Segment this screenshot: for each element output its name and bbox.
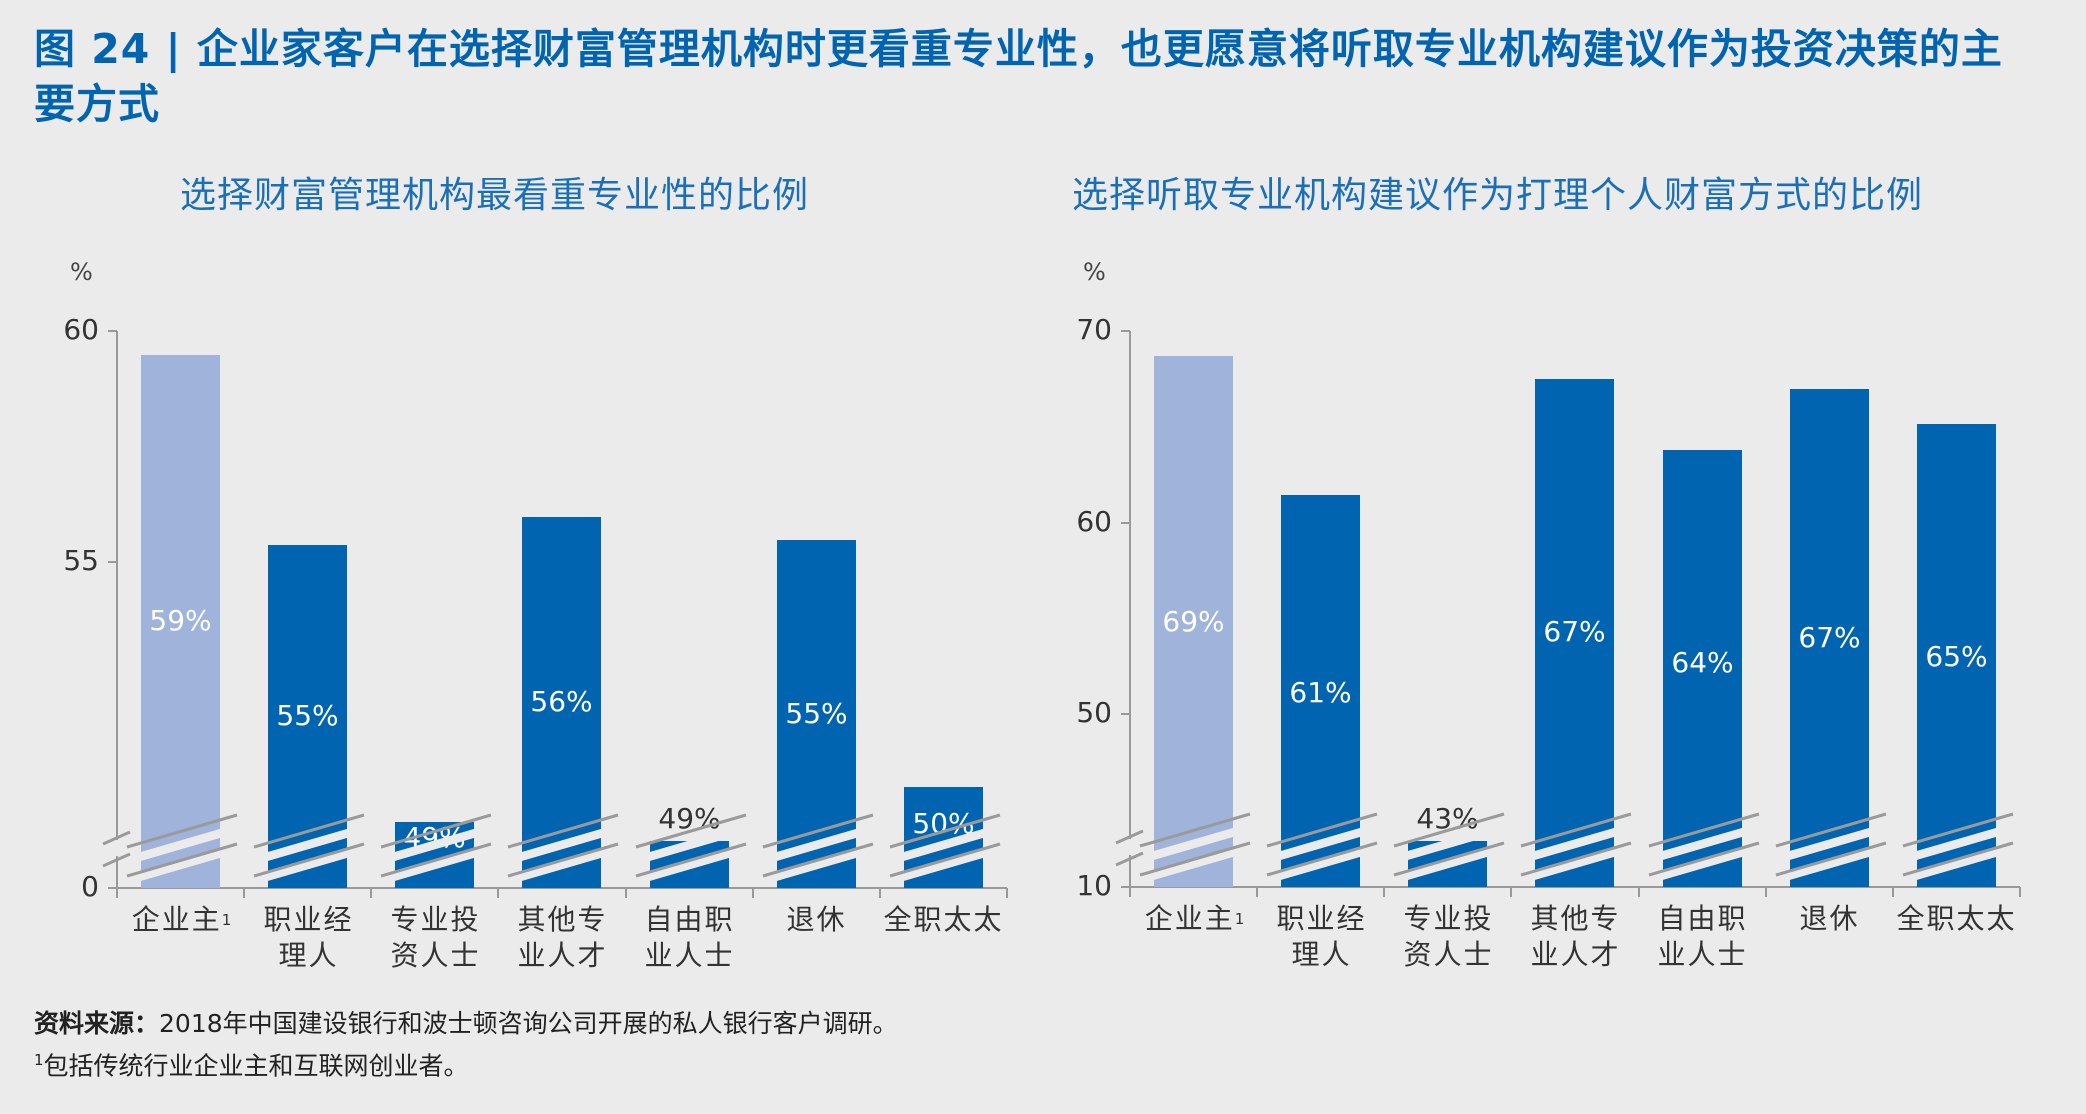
left-x-tick xyxy=(497,888,499,898)
footnote-text: 包括传统行业企业主和互联网创业者。 xyxy=(43,1051,469,1081)
footnote-marker: 1 xyxy=(1234,910,1245,928)
right-y-tick xyxy=(1121,713,1130,715)
footnote-marker: 1 xyxy=(34,1051,44,1069)
right-y-tick-label: 70 xyxy=(1076,313,1112,346)
right-bar-value-label: 69% xyxy=(1162,605,1225,638)
left-chart-title: 选择财富管理机构最看重专业性的比例 xyxy=(180,175,810,216)
left-y-tick xyxy=(108,561,117,563)
right-x-category-label: 其他专 业人才 xyxy=(1530,902,1621,971)
right-x-tick xyxy=(1256,887,1258,897)
right-x-category-label: 全职太太 xyxy=(1896,902,2017,935)
source-label: 资料来源： xyxy=(34,1009,160,1038)
source-text: 2018年中国建设银行和波士顿咨询公司开展的私人银行客户调研。 xyxy=(159,1009,898,1038)
left-y-tick-label: 60 xyxy=(63,313,99,346)
left-bar-value-label: 55% xyxy=(276,699,339,732)
footer-notes: 资料来源：2018年中国建设银行和波士顿咨询公司开展的私人银行客户调研。 1包括… xyxy=(34,1006,898,1084)
right-bar-5 xyxy=(1663,450,1742,887)
left-x-tick xyxy=(879,888,881,898)
right-bar-value-label: 61% xyxy=(1289,676,1352,709)
left-y-tick xyxy=(108,330,117,332)
left-y-tick xyxy=(108,887,117,889)
left-x-axis xyxy=(117,887,1007,889)
left-bar-value-label: 55% xyxy=(785,697,848,730)
right-axis-break-marks xyxy=(1115,812,2014,877)
figure-title: 图 24 | 企业家客户在选择财富管理机构时更看重专业性，也更愿意将听取专业机构… xyxy=(34,25,2003,128)
right-y-tick xyxy=(1121,522,1130,524)
right-bar-4 xyxy=(1535,379,1614,887)
left-x-category-label: 专业投 资人士 xyxy=(390,903,481,972)
left-x-category-label: 退休 xyxy=(786,903,847,936)
right-y-axis xyxy=(1129,331,1131,887)
left-bar-value-label: 49% xyxy=(658,802,721,835)
right-bar-value-label: 67% xyxy=(1798,621,1861,654)
left-bar-4 xyxy=(522,517,601,888)
right-x-tick xyxy=(1765,887,1767,897)
right-y-tick-label: 50 xyxy=(1076,696,1112,729)
left-x-category-label: 全职太太 xyxy=(883,903,1004,936)
right-x-category-label: 专业投 资人士 xyxy=(1403,902,1494,971)
left-x-tick xyxy=(625,888,627,898)
left-x-tick xyxy=(370,888,372,898)
footnote-line: 1包括传统行业企业主和互联网创业者。 xyxy=(34,1042,898,1084)
right-bar-chart: % 10 50 60 70 69% 企业主1 61% 职业经 理人 43% 专业投 资人士 67% 其他… xyxy=(1076,258,2021,971)
left-y-tick-label: 0 xyxy=(81,870,99,903)
left-y-axis xyxy=(116,331,118,888)
right-bar-value-label: 65% xyxy=(1925,640,1988,673)
right-x-category-label: 退休 xyxy=(1799,902,1860,935)
left-y-tick-label: 55 xyxy=(63,544,99,577)
right-y-tick xyxy=(1121,330,1130,332)
right-x-axis xyxy=(1130,886,2020,888)
right-x-tick xyxy=(2019,887,2021,897)
right-y-tick xyxy=(1121,886,1130,888)
source-line: 资料来源：2018年中国建设银行和波士顿咨询公司开展的私人银行客户调研。 xyxy=(34,1006,898,1042)
right-x-tick xyxy=(1892,887,1894,897)
right-x-tick xyxy=(1383,887,1385,897)
right-y-tick-label: 60 xyxy=(1076,505,1112,538)
left-x-category-label: 自由职 业人士 xyxy=(644,903,735,972)
right-x-tick xyxy=(1638,887,1640,897)
right-bar-7 xyxy=(1917,424,1996,887)
left-bar-value-label: 50% xyxy=(912,807,975,840)
footnote-marker: 1 xyxy=(221,911,232,929)
right-x-category-label: 自由职 业人士 xyxy=(1657,902,1748,971)
left-x-tick xyxy=(752,888,754,898)
left-bar-value-label: 56% xyxy=(530,685,593,718)
left-y-unit-label: % xyxy=(70,258,93,286)
right-bar-1 xyxy=(1154,356,1233,887)
left-x-tick xyxy=(116,888,118,898)
left-x-tick xyxy=(243,888,245,898)
left-bar-chart: % 0 55 60 59% 企业主1 55% 职业经 理人 49% 专业投 资人士 56% 其他专 业… xyxy=(63,258,1008,972)
left-x-category-label: 企业主1 xyxy=(131,903,232,936)
left-x-category-label: 其他专 业人才 xyxy=(517,903,608,972)
right-bar-6 xyxy=(1790,389,1869,887)
right-y-tick-label: 10 xyxy=(1076,869,1112,902)
right-x-category-label: 职业经 理人 xyxy=(1276,902,1367,971)
left-bar-1 xyxy=(141,355,220,888)
left-x-category-label: 职业经 理人 xyxy=(263,903,354,972)
right-x-category-label: 企业主1 xyxy=(1144,902,1245,935)
left-axis-break-marks xyxy=(102,813,1001,878)
right-chart-title: 选择听取专业机构建议作为打理个人财富方式的比例 xyxy=(1072,175,1924,216)
right-y-unit-label: % xyxy=(1083,258,1106,286)
right-bar-value-label: 67% xyxy=(1543,615,1606,648)
left-bar-value-label: 59% xyxy=(149,604,212,637)
left-x-tick xyxy=(1006,888,1008,898)
right-bar-value-label: 64% xyxy=(1671,646,1734,679)
right-x-tick xyxy=(1510,887,1512,897)
right-x-tick xyxy=(1129,887,1131,897)
